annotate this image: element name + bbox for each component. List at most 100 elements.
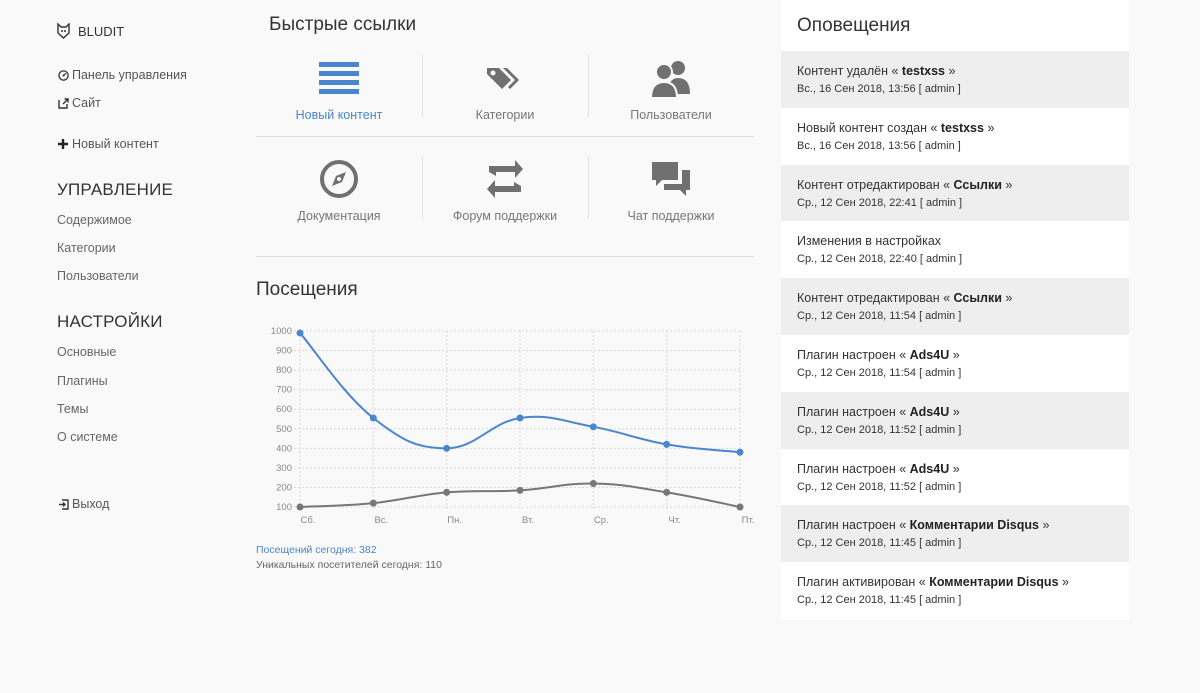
sidebar-item-general[interactable]: Основные: [57, 345, 117, 359]
notification-item: Плагин настроен « Ads4U » Ср., 12 Сен 201…: [781, 449, 1129, 506]
series-point-0: [369, 414, 377, 422]
divider: [256, 256, 754, 257]
settings-heading: НАСТРОЙКИ: [57, 312, 163, 331]
x-tick-label: Ср.: [594, 515, 609, 526]
notification-subject: Ссылки: [953, 291, 1002, 306]
notification-tail: »: [949, 461, 960, 476]
quick-link-forum[interactable]: Форум поддержки: [422, 155, 588, 223]
chat-icon: [588, 155, 754, 203]
manage-heading: УПРАВЛЕНИЕ: [57, 180, 174, 199]
y-tick-label: 600: [276, 404, 292, 415]
notifications-list: Контент удалён « testxss » Вс., 16 Сен 20…: [781, 51, 1129, 619]
notification-tail: »: [1001, 177, 1013, 192]
series-point-1: [296, 503, 304, 511]
divider: [588, 156, 589, 218]
notification-message: Контент удалён «: [797, 64, 902, 78]
series-point-1: [589, 480, 597, 488]
series-point-0: [296, 329, 304, 337]
sidebar-item-plugins[interactable]: Плагины: [57, 374, 108, 388]
sidebar-item-users[interactable]: Пользователи: [57, 269, 139, 283]
notification-tail: »: [983, 120, 995, 135]
quick-link-label: Пользователи: [630, 108, 712, 122]
notification-subject: Ads4U: [909, 461, 950, 476]
brand-label: BLUDIT: [78, 23, 125, 39]
external-link-icon: [57, 97, 69, 109]
sidebar-item-content[interactable]: Содержимое: [57, 213, 132, 227]
sidebar-item-dashboard[interactable]: Панель управления: [57, 68, 187, 82]
notification-message: Плагин настроен «: [797, 347, 910, 362]
y-tick-label: 1000: [271, 326, 292, 337]
notification-tail: »: [949, 404, 960, 419]
divider: [256, 136, 754, 137]
sidebar-item-label: Сайт: [72, 96, 101, 110]
divider: [422, 55, 423, 117]
quick-link-chat[interactable]: Чат поддержки: [588, 155, 754, 223]
plus-icon: [57, 138, 69, 150]
x-tick-label: Вт.: [522, 515, 534, 526]
notification-text: Плагин настроен « Ads4U »: [797, 405, 1113, 419]
sidebar-item-categories[interactable]: Категории: [57, 241, 116, 255]
sidebar-item-site[interactable]: Сайт: [57, 96, 101, 110]
series-point-0: [443, 444, 451, 452]
notification-subject: Ads4U: [909, 404, 950, 419]
sidebar-item-about[interactable]: О системе: [57, 430, 118, 444]
notification-subject: Ads4U: [909, 347, 950, 362]
notification-text: Плагин активирован « Комментарии Disqus …: [797, 575, 1113, 589]
y-tick-label: 400: [276, 443, 292, 454]
tags-icon: [422, 54, 588, 102]
brand[interactable]: BLUDIT: [57, 23, 124, 39]
series-point-1: [736, 503, 744, 511]
series-point-0: [589, 423, 597, 431]
notification-meta: Вс., 16 Сен 2018, 13:56 [ admin ]: [797, 139, 961, 152]
notification-message: Новый контент создан «: [797, 120, 941, 135]
quick-link-label: Новый контент: [295, 108, 383, 122]
series-point-1: [443, 488, 451, 496]
notifications-title: Оповещения: [797, 15, 911, 36]
notification-message: Плагин настроен «: [797, 461, 910, 476]
quick-link-categories[interactable]: Категории: [422, 54, 588, 122]
series-point-1: [516, 486, 524, 494]
series-point-1: [369, 499, 377, 507]
notification-subject: Комментарии Disqus: [909, 518, 1039, 533]
notification-item: Плагин настроен « Ads4U » Ср., 12 Сен 201…: [781, 335, 1129, 392]
notification-message: Плагин настроен «: [797, 518, 910, 533]
notification-message: Изменения в настройках: [797, 234, 942, 249]
notification-item: Новый контент создан « testxss » Вс., 16 …: [781, 108, 1129, 165]
y-tick-label: 200: [276, 482, 292, 493]
notification-subject: Ссылки: [953, 177, 1002, 192]
notification-text: Изменения в настройках: [797, 234, 1113, 248]
quick-link-users[interactable]: Пользователи: [588, 54, 754, 122]
x-tick-label: Чт.: [669, 515, 681, 526]
compass-icon: [256, 155, 422, 203]
x-tick-label: Вс.: [374, 515, 388, 526]
quick-link-documentation[interactable]: Документация: [256, 155, 422, 223]
sidebar-item-themes[interactable]: Темы: [57, 402, 89, 416]
notification-text: Контент отредактирован « Ссылки »: [797, 291, 1113, 305]
sidebar-item-new-content[interactable]: Новый контент: [57, 137, 159, 151]
unique-visitors-today: Уникальных посетителей сегодня: 110: [256, 559, 442, 571]
logout-link[interactable]: Выход: [57, 497, 109, 511]
visits-chart: 100 200 300 400 500 600 700 800 900 1000 Сб. Вс. Пн.…: [271, 326, 755, 526]
quick-link-new-content[interactable]: Новый контент: [256, 54, 422, 122]
sidebar-item-label: Выход: [72, 497, 110, 511]
notification-tail: »: [949, 347, 960, 362]
y-tick-label: 300: [276, 463, 292, 474]
logout-icon: [57, 498, 69, 510]
notification-message: Плагин настроен «: [797, 404, 910, 419]
divider: [422, 156, 423, 218]
visits-title: Посещения: [256, 279, 358, 300]
x-tick-label: Сб.: [301, 515, 316, 526]
notification-item: Плагин активирован « Комментарии Disqus …: [781, 562, 1129, 619]
notification-text: Контент удалён « testxss »: [797, 64, 1113, 78]
notification-meta: Ср., 12 Сен 2018, 22:40 [ admin ]: [797, 253, 963, 266]
bludit-logo-icon: [57, 23, 70, 39]
notification-message: Контент отредактирован «: [797, 291, 954, 306]
notification-text: Новый контент создан « testxss »: [797, 121, 1113, 135]
y-tick-label: 700: [276, 385, 292, 396]
notification-subject: testxss: [901, 64, 945, 78]
notification-text: Плагин настроен « Ads4U »: [797, 462, 1113, 476]
retweet-icon: [422, 155, 588, 203]
notification-meta: Вс., 16 Сен 2018, 13:56 [ admin ]: [797, 83, 961, 95]
series-point-0: [516, 414, 524, 422]
notification-meta: Ср., 12 Сен 2018, 22:41 [ admin ]: [797, 196, 963, 209]
